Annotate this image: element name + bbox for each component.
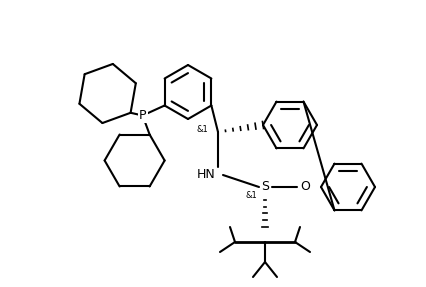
Text: &1: &1 <box>245 191 256 199</box>
Text: HN: HN <box>196 168 215 181</box>
Text: S: S <box>260 181 268 193</box>
Text: O: O <box>299 181 309 193</box>
Text: &1: &1 <box>196 125 207 135</box>
Text: P: P <box>138 109 146 122</box>
